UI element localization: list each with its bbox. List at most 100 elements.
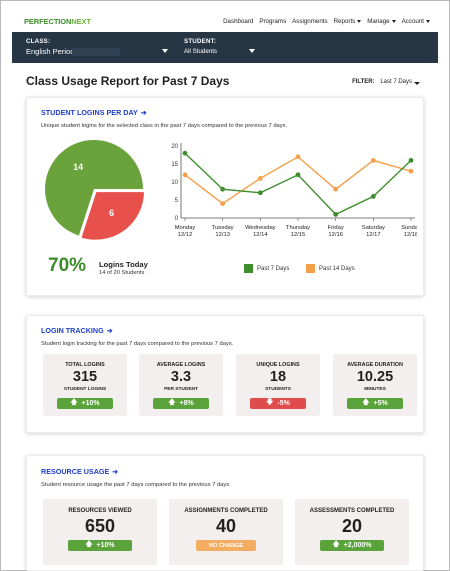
resource-usage-heading-text: RESOURCE USAGE (41, 467, 110, 476)
student-logins-description: Unique student logins for the selected c… (41, 123, 288, 129)
tile-subtitle: STUDENTS (265, 387, 291, 392)
nav-programs[interactable]: Programs (259, 18, 287, 25)
change-badge: NO CHANGE (196, 540, 256, 551)
x-tick-date-label: 12/14 (253, 232, 268, 238)
data-point-past-7-days (295, 172, 301, 178)
arrow-right-icon: ➔ (140, 108, 147, 117)
logins-today-count: 14 of 20 Students (99, 270, 145, 276)
series-line-past-7-days (184, 152, 412, 216)
class-chevron-down-icon[interactable] (162, 49, 168, 53)
y-tick-label: 5 (175, 198, 179, 204)
y-tick-label: 20 (171, 144, 178, 150)
arrow-up-icon: 🡅 (85, 541, 93, 548)
series-line-past-14-days (184, 155, 412, 205)
tile-title: AVERAGE DURATION (347, 362, 403, 368)
x-tick-label: Tuesday (212, 225, 234, 231)
nav-dashboard[interactable]: Dashboard (223, 18, 254, 25)
data-point-past-7-days (182, 150, 188, 156)
y-tick-label: 10 (171, 180, 178, 186)
arrow-up-icon: 🡅 (70, 399, 78, 406)
student-label: STUDENT: (184, 38, 217, 45)
nav-reports-dropdown[interactable]: Reports (334, 18, 362, 25)
tile-title: ASSESSMENTS COMPLETED (309, 508, 395, 514)
page-title: Class Usage Report for Past 7 Days (26, 74, 230, 88)
class-filter-bar: CLASS: English Period 1 STUDENT: All Stu… (12, 32, 438, 63)
class-label: CLASS: (26, 38, 51, 45)
tile-value: 10.25 (356, 369, 394, 385)
x-tick-label: Monday (175, 225, 196, 231)
x-tick-date-label: 12/17 (366, 232, 381, 238)
x-tick-date-label: 12/13 (215, 232, 230, 238)
top-navigation: PERFECTIONNEXT Dashboard Programs Assign… (0, 0, 450, 32)
arrow-right-icon: ➔ (106, 326, 113, 335)
filter-chevron-down-icon[interactable] (414, 82, 420, 85)
change-value: +5% (373, 400, 388, 407)
change-value: +2,000% (343, 542, 372, 549)
x-tick-label: Wednesday (245, 225, 276, 231)
data-point-past-14-days (408, 168, 414, 174)
legend-label-past-7: Past 7 Days (257, 265, 290, 272)
tile-title: TOTAL LOGINS (65, 362, 105, 368)
pie-label-logged-in: 14 (73, 162, 83, 172)
nav-links: Dashboard Programs Assignments Reports M… (223, 18, 430, 25)
x-tick-label: Thursday (286, 225, 310, 231)
resource-usage-heading[interactable]: RESOURCE USAGE ➔ (41, 467, 118, 476)
data-point-past-14-days (257, 176, 263, 181)
student-logins-card: STUDENT LOGINS PER DAY ➔ Unique student l… (26, 97, 424, 296)
data-point-past-7-days (370, 194, 376, 199)
x-tick-date-label: 12/16 (328, 232, 343, 238)
change-value: +8% (179, 400, 194, 407)
stat-tile-resources-viewed: RESOURCES VIEWED 650 🡅 +10% (43, 499, 157, 565)
change-badge: 🡅 +10% (57, 398, 113, 409)
x-tick-label: Friday (328, 225, 344, 231)
tile-value: 20 (341, 516, 363, 536)
legend-swatch-orange (306, 264, 315, 273)
logo-text-primary: PERFECTION (24, 17, 72, 26)
logo-text-secondary: NEXT (71, 17, 91, 26)
logins-percent: 70% (48, 255, 87, 276)
stat-tile-unique-logins: UNIQUE LOGINS 18 STUDENTS 🡇 -5% (236, 354, 320, 416)
change-badge: 🡅 +8% (153, 398, 209, 409)
tile-title: AVERAGE LOGINS (156, 362, 206, 368)
nav-account-dropdown[interactable]: Account (402, 18, 430, 25)
student-logins-heading[interactable]: STUDENT LOGINS PER DAY ➔ (41, 108, 147, 117)
tile-value: 3.3 (170, 369, 192, 385)
pie-slice-not-logged-in (79, 190, 146, 242)
data-point-past-7-days (220, 186, 226, 192)
filter-value: Last 7 Days (380, 79, 412, 85)
arrow-up-icon: 🡅 (332, 541, 340, 548)
logins-today-label: Logins Today (99, 260, 148, 269)
stat-tile-average-duration: AVERAGE DURATION 10.25 MINUTES 🡅 +5% (333, 354, 417, 416)
change-value: +10% (81, 400, 100, 407)
login-tracking-heading[interactable]: LOGIN TRACKING ➔ (41, 326, 113, 335)
tile-title: UNIQUE LOGINS (256, 362, 300, 368)
resource-usage-card: RESOURCE USAGE ➔ Student resource usage t… (26, 455, 424, 571)
login-tracking-card: LOGIN TRACKING ➔ Student login tracking f… (26, 315, 424, 433)
nav-manage-dropdown[interactable]: Manage (367, 18, 395, 25)
login-tracking-heading-text: LOGIN TRACKING (41, 326, 104, 335)
student-chevron-down-icon[interactable] (249, 49, 255, 53)
tile-title: RESOURCES VIEWED (68, 508, 132, 514)
y-tick-label: 0 (175, 216, 179, 222)
data-point-past-14-days (220, 201, 226, 206)
stat-tile-assignments-completed: ASSIGNMENTS COMPLETED 40 NO CHANGE (169, 499, 283, 565)
x-tick-date-label: 12/15 (291, 232, 306, 238)
data-point-past-14-days (295, 154, 301, 160)
tile-subtitle: STUDENT LOGINS (63, 387, 107, 392)
student-select-value[interactable]: All Students (184, 48, 218, 55)
class-select-value[interactable]: English Period 1 (26, 47, 81, 56)
date-filter[interactable]: FILTER: Last 7 Days (352, 79, 412, 85)
tile-subtitle: MINUTES (364, 387, 386, 392)
data-point-past-14-days (370, 158, 376, 163)
arrow-down-icon: 🡇 (266, 399, 274, 406)
stat-tile-assessments-completed: ASSESSMENTS COMPLETED 20 🡅 +2,000% (295, 499, 409, 565)
filter-label: FILTER: (352, 79, 375, 85)
tile-value: 40 (215, 516, 237, 536)
data-point-past-14-days (182, 172, 188, 178)
logo[interactable]: PERFECTIONNEXT (24, 17, 91, 26)
data-point-past-7-days (408, 158, 414, 163)
x-tick-label: Sunday (401, 225, 417, 231)
x-tick-label: Saturday (362, 225, 385, 231)
pie-slice-logged-in (45, 140, 143, 236)
nav-assignments[interactable]: Assignments (292, 18, 328, 25)
